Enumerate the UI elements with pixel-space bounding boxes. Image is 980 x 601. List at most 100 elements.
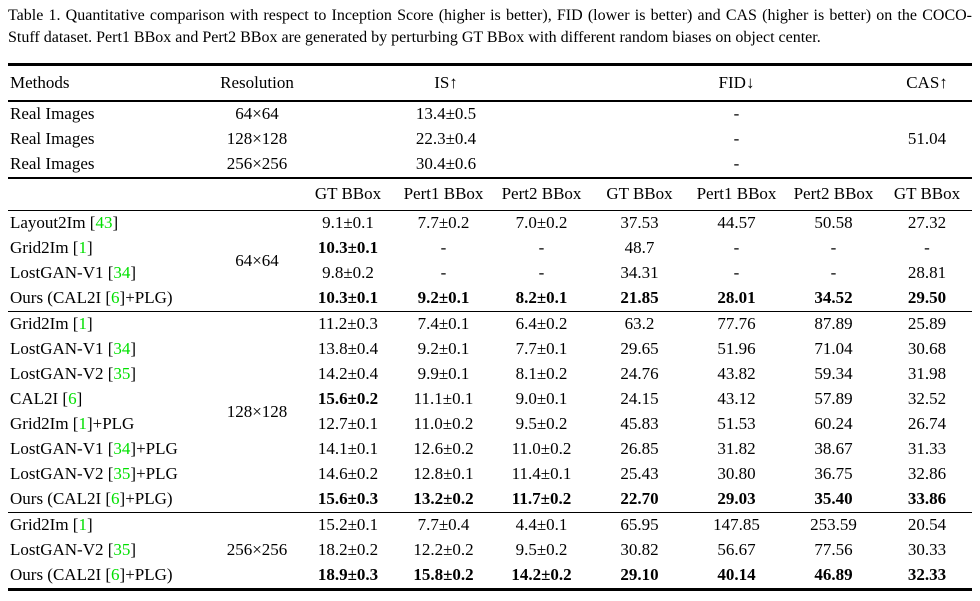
sub-col-header: Pert2 BBox [501, 184, 582, 204]
citation-link[interactable]: 43 [95, 213, 113, 233]
method-cell: Real Images [10, 154, 95, 174]
metric-cell: 59.34 [814, 364, 853, 384]
method-name: Grid2Im [ [10, 238, 79, 258]
sub-col-header: GT BBox [606, 184, 673, 204]
metric-cell: 28.01 [717, 288, 756, 308]
metric-cell: 11.0±0.2 [413, 414, 474, 434]
metric-cell: 77.76 [717, 314, 756, 334]
method-name: ]+PLG [86, 414, 135, 434]
method-cell: Ours (CAL2I [6]+PLG) [8, 563, 213, 590]
method-name: CAL2I [ [10, 389, 69, 409]
metric-cell: - [538, 263, 545, 283]
method-cell: LostGAN-V1 [34]+PLG [8, 437, 213, 462]
metric-cell: 65.95 [620, 515, 659, 535]
table-row: CAL2I [6] 15.6±0.2 11.1±0.1 9.0±0.1 24.15 43.… [8, 387, 972, 412]
method-name: Ours (CAL2I [ [10, 565, 112, 585]
citation-link[interactable]: 1 [78, 314, 87, 334]
metric-cell: 46.89 [814, 565, 853, 585]
citation-link[interactable]: 6 [111, 288, 120, 308]
metric-cell: 31.33 [907, 439, 947, 459]
metric-cell: 15.6±0.3 [317, 489, 379, 509]
sub-col-header: GT BBox [314, 184, 382, 204]
metric-cell: 40.14 [717, 565, 756, 585]
citation-link[interactable]: 35 [113, 364, 131, 384]
metric-cell: 32.52 [907, 389, 947, 409]
metric-cell [882, 152, 972, 178]
method-name: ]+PLG) [119, 565, 173, 585]
metric-cell: - [733, 238, 740, 258]
method-name: Grid2Im [ [10, 314, 79, 334]
metric-cell [882, 101, 972, 127]
method-name: Ours (CAL2I [ [10, 489, 112, 509]
subheader-row: GT BBox Pert1 BBox Pert2 BBox GT BBox Pert1 … [8, 178, 972, 211]
metric-cell: 34.31 [620, 263, 659, 283]
table-row: Grid2Im [1] 128×128 11.2±0.3 7.4±0.1 6.4±0.2… [8, 311, 972, 421]
table-row: Grid2Im [1] 10.3±0.1 - - 48.7 - - - [8, 236, 972, 261]
metric-cell: 48.7 [624, 238, 655, 258]
metric-cell: 43.82 [717, 364, 756, 384]
resolution-group: Grid2Im [1] 128×128 11.2±0.3 7.4±0.1 6.4±0.2… [8, 311, 972, 513]
citation-link[interactable]: 1 [78, 515, 87, 535]
method-name: ] [86, 515, 93, 535]
table-row: Grid2Im [1]+PLG 12.7±0.1 11.0±0.2 9.5±0.2 45… [8, 412, 972, 437]
resolution-group: Grid2Im [1] 256×256 15.2±0.1 7.7±0.4 4.4±0.1… [8, 512, 972, 589]
metric-cell: 11.0±0.2 [511, 439, 572, 459]
metric-cell: 13.2±0.2 [413, 489, 474, 509]
metric-cell: 56.67 [717, 540, 756, 560]
metric-cell: 18.9±0.3 [317, 565, 379, 585]
metric-cell: 29.03 [717, 489, 756, 509]
citation-link[interactable]: 6 [68, 389, 77, 409]
citation-link[interactable]: 34 [113, 263, 131, 283]
method-cell: Real Images [10, 129, 95, 149]
citation-link[interactable]: 1 [78, 238, 87, 258]
metric-cell: 24.15 [620, 389, 659, 409]
citation-link[interactable]: 6 [111, 489, 120, 509]
metric-cell: - [733, 154, 740, 174]
citation-link[interactable]: 34 [113, 339, 131, 359]
table-row: Ours (CAL2I [6]+PLG) 15.6±0.3 13.2±0.2 11.7… [8, 487, 972, 513]
metric-cell: 26.74 [907, 414, 947, 434]
metric-cell: - [538, 238, 545, 258]
citation-link[interactable]: 6 [111, 565, 120, 585]
citation-link[interactable]: 34 [113, 439, 131, 459]
metric-cell: 36.75 [814, 464, 853, 484]
method-cell: Grid2Im [1] [8, 236, 213, 261]
metric-cell: 14.1±0.1 [317, 439, 379, 459]
method-name: ]+PLG) [119, 288, 173, 308]
metric-cell: 26.85 [620, 439, 659, 459]
metric-cell: 33.86 [907, 489, 947, 509]
method-cell: LostGAN-V1 [34] [8, 337, 213, 362]
method-cell: Grid2Im [1] [8, 512, 213, 538]
metric-cell: 22.3±0.4 [415, 129, 477, 149]
citation-link[interactable]: 1 [78, 414, 87, 434]
metric-cell: 20.54 [907, 515, 947, 535]
metric-cell: 51.04 [907, 129, 947, 149]
citation-link[interactable]: 35 [113, 540, 131, 560]
resolution-cell: 256×256 [226, 154, 288, 174]
metric-cell: 77.56 [814, 540, 853, 560]
metric-cell: 57.89 [814, 389, 853, 409]
metric-cell: 9.0±0.1 [515, 389, 568, 409]
citation-link[interactable]: 35 [113, 464, 131, 484]
metric-cell: 30.82 [620, 540, 659, 560]
metric-cell: 43.12 [717, 389, 756, 409]
metric-cell: 7.7±0.4 [417, 515, 470, 535]
metric-cell: 12.7±0.1 [317, 414, 379, 434]
method-name: ] [86, 238, 93, 258]
method-cell: Ours (CAL2I [6]+PLG) [8, 286, 213, 312]
table-row: Real Images 256×256 30.4±0.6 - [8, 152, 972, 178]
resolution-cell: 128×128 [226, 401, 288, 421]
table-row: LostGAN-V2 [35] 14.2±0.4 9.9±0.1 8.1±0.2 24.… [8, 362, 972, 387]
method-name: LostGAN-V1 [ [10, 439, 114, 459]
table-row: LostGAN-V1 [34] 9.8±0.2 - - 34.31 - - 28.81 [8, 261, 972, 286]
metric-cell: 7.7±0.2 [417, 213, 470, 233]
sub-col-header: GT BBox [893, 184, 961, 204]
method-name: Grid2Im [ [10, 414, 79, 434]
method-name: Layout2Im [ [10, 213, 96, 233]
metric-cell: 32.33 [907, 565, 947, 585]
metric-cell: 10.3±0.1 [317, 238, 379, 258]
metric-cell: - [733, 104, 740, 124]
metric-cell: - [830, 238, 837, 258]
metric-cell: 7.0±0.2 [515, 213, 568, 233]
col-header-resolution: Resolution [220, 72, 294, 92]
